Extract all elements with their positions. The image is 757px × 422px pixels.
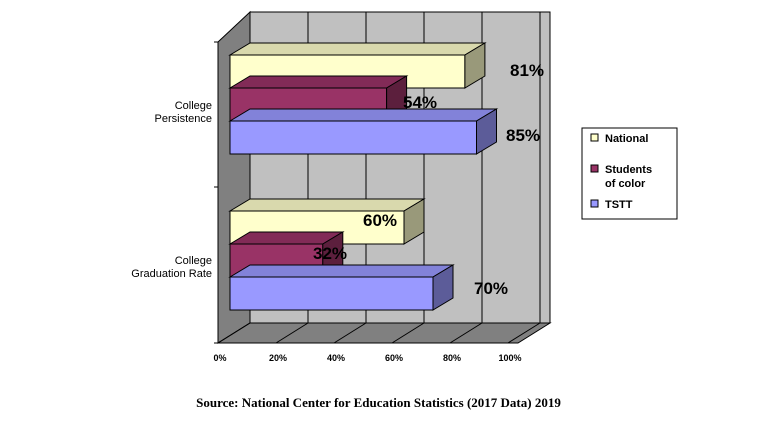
x-tick-label: 40% (327, 353, 345, 363)
gridline-floor (333, 322, 367, 344)
gridline-floor (275, 322, 309, 344)
source-note: Source: National Center for Education St… (196, 395, 561, 410)
bar-end (476, 108, 497, 155)
bar-top (228, 42, 487, 56)
floor (216, 322, 552, 344)
legend-swatch (590, 199, 599, 208)
bar (228, 264, 455, 311)
category-label: College (175, 100, 212, 112)
gridline-floor (217, 322, 251, 344)
bar-front (229, 120, 477, 155)
x-tick-label: 20% (269, 353, 287, 363)
bar-top (228, 198, 426, 212)
bar-top (228, 108, 499, 122)
x-tick-label: 80% (443, 353, 461, 363)
bar-end (403, 198, 425, 245)
legend-label: Students (605, 164, 652, 176)
data-label: 70% (474, 279, 508, 298)
bar-end (432, 264, 454, 311)
x-tick-label: 0% (213, 353, 226, 363)
bar (228, 231, 345, 278)
x-tick-label: 60% (385, 353, 403, 363)
category-label: Persistence (155, 113, 212, 125)
bar-top (228, 264, 455, 278)
x-tick-label: 100% (498, 353, 521, 363)
x-axis-ticks: 0% 20% 40% 60% 80% 100% (213, 353, 521, 363)
bar-top (228, 75, 409, 89)
bar-end (464, 42, 486, 89)
data-label: 60% (363, 211, 397, 230)
gridline-floor (449, 322, 483, 344)
legend-swatch (590, 164, 599, 173)
data-label: 54% (403, 93, 437, 112)
legend-label: of color (605, 178, 646, 190)
data-label: 81% (510, 61, 544, 80)
bars (228, 42, 499, 311)
gridline-floor (507, 322, 541, 344)
data-label: 85% (506, 126, 540, 145)
category-label: Graduation Rate (131, 268, 212, 280)
data-label: 32% (313, 244, 347, 263)
gridline-floor (391, 322, 425, 344)
legend-label: TSTT (605, 199, 633, 211)
legend-label: National (605, 133, 648, 145)
legend: National Students of color TSTT (581, 127, 678, 220)
bar (228, 108, 499, 155)
data-labels: 81% 54% 85% 60% 32% 70% (313, 61, 544, 298)
legend-swatch (590, 133, 599, 142)
category-label: College (175, 255, 212, 267)
bar-front (229, 276, 434, 311)
